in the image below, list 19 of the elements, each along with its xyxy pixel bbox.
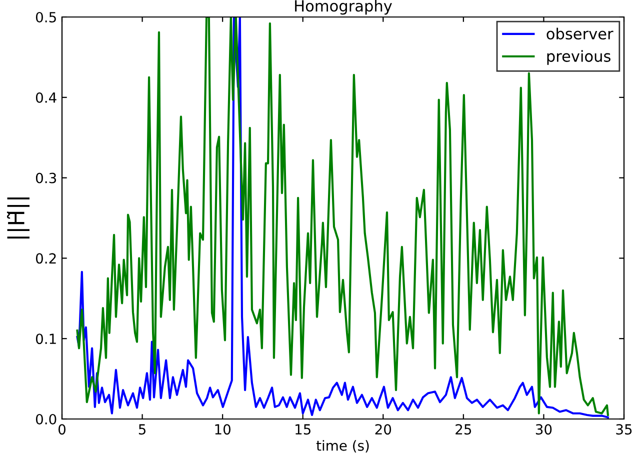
x-tick-label: 0 xyxy=(58,424,66,435)
x-tick-label: 35 xyxy=(616,424,632,435)
x-tick-label: 5 xyxy=(138,424,146,435)
y-tick-label: 0.0 xyxy=(36,414,56,424)
y-axis-title: ||H̃|| xyxy=(6,197,30,239)
x-tick-label: 30 xyxy=(536,424,552,435)
x-axis-title: time (s) xyxy=(316,440,369,452)
legend-label: observer xyxy=(546,28,614,40)
x-tick-label: 10 xyxy=(215,424,230,435)
legend-label: previous xyxy=(547,50,610,65)
y-tick-label: 0.1 xyxy=(36,334,56,344)
chart-title: Homography xyxy=(295,0,392,15)
x-tick-label: 20 xyxy=(375,424,392,435)
x-tick-label: 25 xyxy=(456,424,472,435)
y-tick-label: 0.5 xyxy=(36,12,56,22)
y-tick-label: 0.2 xyxy=(36,253,56,264)
y-tick-label: 0.4 xyxy=(36,92,56,103)
x-tick-label: 15 xyxy=(296,424,310,435)
y-tick-label: 0.3 xyxy=(36,172,56,184)
